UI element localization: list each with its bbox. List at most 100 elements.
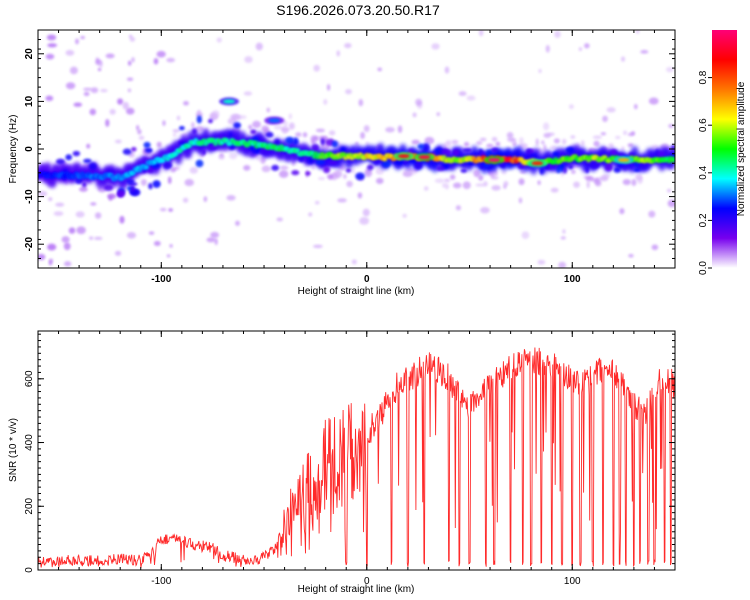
- hotspot-core: [418, 155, 431, 160]
- scatter-blob: [517, 163, 526, 170]
- scatter-blob: [144, 147, 153, 153]
- scatter-blob: [323, 166, 331, 174]
- noise-blob: [90, 202, 97, 206]
- scatter-blob: [143, 141, 151, 149]
- noise-blob: [313, 64, 320, 72]
- noise-blob: [602, 174, 611, 178]
- noise-blob: [592, 135, 603, 140]
- noise-blob: [364, 169, 373, 178]
- scatter-blob: [525, 148, 531, 155]
- scatter-blob: [552, 151, 560, 158]
- noise-blob: [312, 244, 323, 248]
- noise-blob: [326, 174, 334, 179]
- noise-blob: [137, 128, 142, 135]
- noise-blob: [255, 42, 263, 51]
- noise-blob: [479, 137, 487, 142]
- noise-blob: [666, 66, 674, 73]
- noise-blob: [385, 127, 395, 133]
- snr-ylabel: SNR (10 * v/v): [8, 418, 19, 482]
- scatter-blob: [382, 160, 391, 168]
- hotspot-core: [531, 161, 544, 166]
- ridge-core: [165, 157, 171, 162]
- noise-blob: [503, 181, 509, 187]
- noise-blob: [637, 176, 643, 185]
- scatter-blob: [331, 140, 339, 148]
- scatter-blob: [328, 160, 338, 165]
- noise-blob: [203, 196, 208, 202]
- noise-blob: [140, 178, 147, 186]
- noise-blob: [561, 138, 567, 145]
- noise-blob: [491, 185, 501, 191]
- hotspot-core: [397, 154, 410, 159]
- scatter-blob: [539, 167, 544, 175]
- scatter-blob: [271, 164, 280, 171]
- noise-blob: [554, 30, 561, 38]
- noise-blob: [218, 155, 225, 160]
- noise-blob: [206, 237, 216, 243]
- noise-blob: [640, 50, 649, 54]
- noise-blob: [243, 91, 253, 96]
- noise-blob: [129, 36, 136, 42]
- noise-blob: [244, 56, 253, 63]
- y-tick-label: 10: [24, 95, 35, 107]
- noise-blob: [252, 120, 261, 129]
- scatter-blob: [152, 180, 161, 188]
- noise-blob: [363, 125, 370, 133]
- noise-blob: [162, 120, 166, 127]
- noise-blob: [328, 130, 336, 136]
- noise-blob: [550, 187, 559, 193]
- noise-blob: [451, 139, 459, 145]
- scatter-blob: [305, 171, 311, 176]
- noise-blob: [156, 141, 162, 148]
- noise-blob: [580, 140, 585, 147]
- noise-blob: [343, 173, 347, 179]
- noise-blob: [476, 141, 483, 145]
- scatter-blob: [130, 185, 135, 193]
- scatter-blob: [292, 137, 299, 146]
- scatter-blob: [122, 148, 132, 155]
- noise-blob: [445, 139, 452, 146]
- noise-blob: [97, 67, 102, 72]
- scatter-blob: [568, 164, 574, 170]
- scatter-blob: [265, 131, 274, 138]
- noise-blob: [568, 104, 574, 110]
- noise-blob: [633, 104, 638, 110]
- noise-blob: [668, 123, 674, 128]
- scatter-blob: [605, 163, 613, 172]
- noise-blob: [375, 177, 384, 184]
- noise-blob: [490, 176, 499, 180]
- noise-blob: [98, 60, 103, 68]
- noise-blob: [636, 30, 640, 34]
- x-tick-label: -100: [151, 274, 171, 285]
- hotspot-core: [223, 99, 236, 104]
- spectrogram-ylabel: Frequency (Hz): [8, 115, 19, 184]
- noise-blob: [48, 197, 53, 202]
- scatter-blob: [460, 168, 468, 173]
- noise-blob: [495, 141, 501, 147]
- scatter-blob: [88, 162, 97, 170]
- colorbar-tick-label: 0.8: [698, 70, 709, 84]
- noise-blob: [117, 98, 124, 105]
- noise-blob: [75, 211, 85, 218]
- scatter-blob: [209, 144, 218, 150]
- scatter-blob: [556, 165, 562, 174]
- noise-blob: [114, 250, 122, 256]
- noise-blob: [570, 135, 576, 139]
- scatter-blob: [422, 143, 430, 152]
- snr-xlabel: Height of straight line (km): [298, 584, 415, 595]
- noise-blob: [360, 131, 365, 140]
- colorbar-tick-label: 0.6: [698, 118, 709, 132]
- scatter-blob: [491, 148, 499, 153]
- noise-blob: [228, 152, 238, 160]
- noise-blob: [47, 43, 58, 48]
- noise-blob: [83, 87, 92, 91]
- noise-blob: [357, 192, 363, 199]
- noise-blob: [600, 132, 607, 136]
- scatter-blob: [462, 147, 472, 153]
- noise-blob: [337, 198, 347, 203]
- noise-blob: [63, 242, 71, 251]
- scatter-blob: [585, 165, 590, 174]
- scatter-blob: [441, 148, 452, 156]
- noise-blob: [615, 135, 621, 140]
